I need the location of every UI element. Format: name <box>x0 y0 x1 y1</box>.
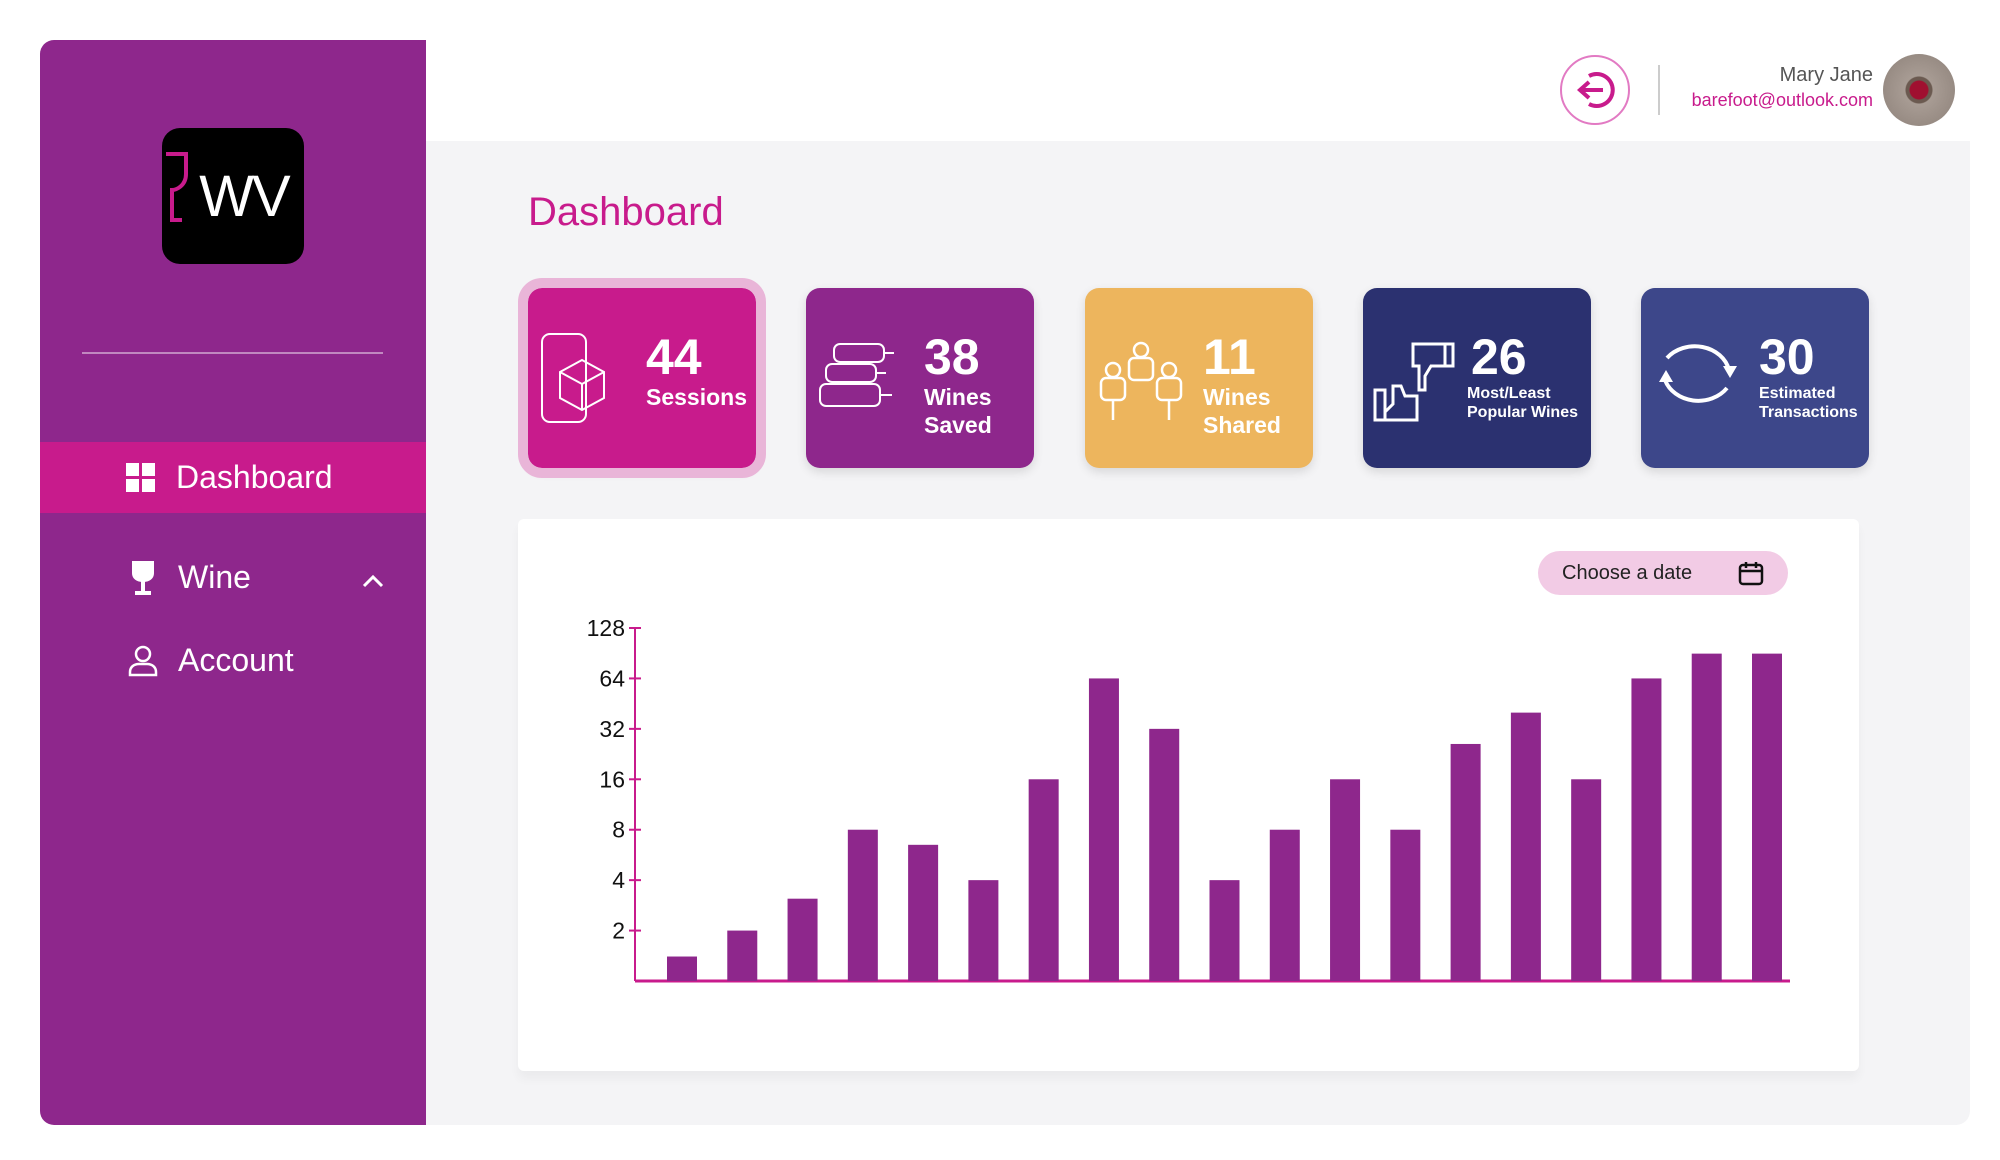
user-icon <box>126 644 160 678</box>
bar <box>968 880 999 981</box>
sidebar-divider <box>82 352 383 354</box>
y-tick-label: 128 <box>587 615 625 641</box>
bottles-icon <box>819 343 894 407</box>
bar <box>1752 653 1782 981</box>
sidebar-item-label: Account <box>178 642 294 678</box>
bar <box>1028 779 1059 981</box>
bar <box>908 844 939 981</box>
wine-glass-logo-icon <box>166 152 188 222</box>
bar <box>1269 829 1300 981</box>
bar <box>1209 880 1240 981</box>
calendar-icon <box>1738 560 1764 592</box>
card-label: Wines Saved <box>924 384 992 438</box>
choose-date-button[interactable]: Choose a date <box>1538 551 1788 595</box>
y-tick-label: 4 <box>612 867 625 893</box>
card-value: 11 <box>1203 329 1256 385</box>
sidebar-item-label: Wine <box>178 559 251 595</box>
card-popular-wines[interactable]: 26 Most/Least Popular Wines <box>1363 288 1591 468</box>
card-wines-shared[interactable]: 11 Wines Shared <box>1085 288 1313 468</box>
y-tick-label: 8 <box>612 817 625 843</box>
bar <box>1330 779 1361 981</box>
app-logo[interactable]: WV <box>162 128 304 264</box>
logo-text: WV <box>199 163 290 229</box>
card-label: Most/Least Popular Wines <box>1467 385 1578 422</box>
card-value: 38 <box>924 329 980 385</box>
y-tick-label: 64 <box>599 665 625 691</box>
card-value: 30 <box>1759 329 1815 385</box>
bar <box>1571 779 1602 981</box>
card-label: Wines Shared <box>1203 384 1281 438</box>
bar <box>1510 712 1541 981</box>
refresh-icon <box>1659 344 1737 403</box>
logout-button[interactable] <box>1560 55 1630 125</box>
card-value: 44 <box>646 329 702 385</box>
sidebar-item-wine[interactable]: Wine <box>40 542 426 613</box>
people-icon <box>1099 341 1183 420</box>
card-value: 26 <box>1471 329 1527 385</box>
bar <box>1631 678 1662 981</box>
bar <box>1390 829 1421 981</box>
logout-icon <box>1576 72 1615 108</box>
thumbs-icon <box>1373 342 1455 422</box>
bar <box>787 898 818 981</box>
card-label: Sessions <box>646 384 747 410</box>
sidebar-item-label: Dashboard <box>176 459 333 495</box>
bar <box>727 930 758 981</box>
user-name: Mary Jane <box>1779 64 1873 86</box>
grid-icon <box>124 461 158 495</box>
header-divider <box>1658 65 1660 115</box>
wine-glass-icon <box>126 560 160 595</box>
card-estimated-transactions[interactable]: 30 Estimated Transactions <box>1641 288 1869 468</box>
y-tick-label: 2 <box>612 918 625 944</box>
bar <box>1149 728 1180 981</box>
phone-box-icon <box>541 333 605 423</box>
y-tick-label: 32 <box>599 716 625 742</box>
bar <box>1450 743 1481 981</box>
card-sessions[interactable]: 44 Sessions <box>518 278 766 478</box>
bar <box>1088 678 1119 981</box>
sidebar-item-account[interactable]: Account <box>40 625 426 696</box>
bar <box>847 829 878 981</box>
bar <box>1691 653 1722 981</box>
date-button-label: Choose a date <box>1562 561 1693 584</box>
y-tick-label: 16 <box>599 766 625 792</box>
avatar[interactable] <box>1883 54 1955 126</box>
chevron-up-icon[interactable] <box>362 559 384 596</box>
bar <box>667 956 697 981</box>
page-title: Dashboard <box>528 190 724 234</box>
user-email: barefoot@outlook.com <box>1691 90 1873 110</box>
sidebar: WV Dashboard Wine Account <box>40 40 426 1125</box>
card-wines-saved[interactable]: 38 Wines Saved <box>806 288 1034 468</box>
sidebar-item-dashboard[interactable]: Dashboard <box>40 442 426 513</box>
card-label: Estimated Transactions <box>1759 385 1858 422</box>
